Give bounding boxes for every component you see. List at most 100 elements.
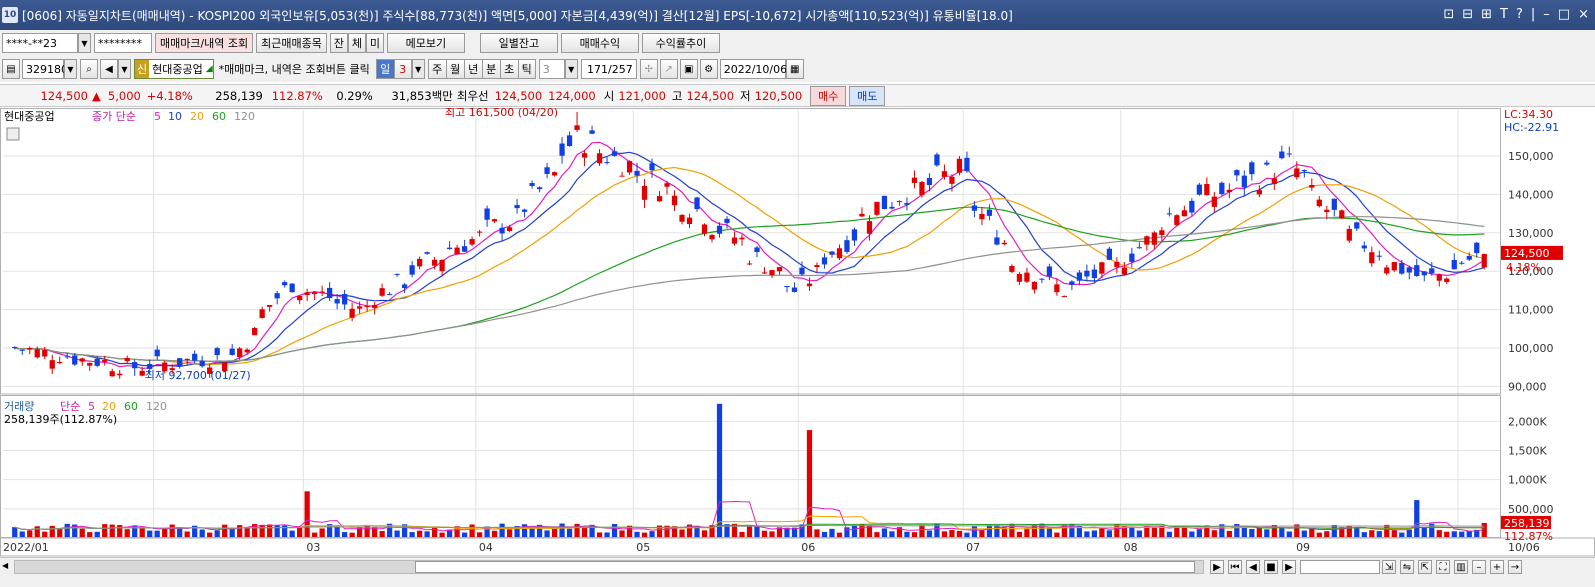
candle-body <box>199 360 205 367</box>
volume-bar <box>124 529 130 538</box>
buy-button[interactable]: 매수 <box>810 85 847 106</box>
candle-body <box>994 237 1000 245</box>
candle-body <box>1391 262 1397 271</box>
password-field[interactable]: ******** <box>94 33 152 53</box>
candle-body <box>1084 270 1090 277</box>
speaker-icon[interactable]: ◀ <box>100 59 118 79</box>
volume-tick-label: 1,000K <box>1508 474 1547 487</box>
recent-trades-button[interactable]: 최근매매종목 <box>256 33 327 53</box>
bar-count-field[interactable]: 171/257 <box>580 59 637 79</box>
link-icon[interactable]: ⊡ <box>1443 7 1455 22</box>
volume-bar <box>589 524 595 538</box>
candle-body <box>566 135 573 147</box>
crosshair-icon[interactable]: ✢ <box>639 59 658 79</box>
volume-bar <box>312 532 318 538</box>
period-year-button[interactable]: 년 <box>463 59 482 79</box>
period-month-button[interactable]: 월 <box>445 59 464 79</box>
candle-body <box>1301 170 1307 172</box>
period-minute-button[interactable]: 분 <box>481 59 500 79</box>
candle-body <box>919 181 925 196</box>
tab-balance[interactable]: 잔 <box>329 33 348 53</box>
tab-pending[interactable]: 미 <box>365 33 384 53</box>
calendar-icon[interactable]: ▦ <box>785 59 804 79</box>
layout-icon[interactable]: ⊞ <box>1481 7 1493 22</box>
chart-area[interactable]: 90,000 100,000 110,000 120,000 130,000 140,00… <box>0 106 1595 557</box>
period-second-button[interactable]: 초 <box>499 59 518 79</box>
trade-mark-query-button[interactable]: 매매마크/내역 조회 <box>155 33 254 53</box>
candle-body <box>1249 162 1255 175</box>
zoom-out-icon[interactable]: – <box>1472 560 1486 574</box>
stop-icon[interactable]: ■ <box>1264 560 1278 574</box>
date-field[interactable]: 2022/10/06 <box>719 59 787 79</box>
save-icon[interactable]: ▣ <box>679 59 698 79</box>
volume-bar <box>754 525 760 538</box>
volume-bar <box>259 524 265 538</box>
volume-bar <box>731 523 738 538</box>
stock-code-field[interactable]: 329180 <box>22 59 68 79</box>
forward-icon[interactable]: ▶ <box>1282 560 1296 574</box>
lc-label: LC:34.30 <box>1504 108 1553 121</box>
candle-body <box>304 292 310 296</box>
fullscreen-icon[interactable]: ⛶ <box>1436 560 1450 574</box>
period-tick-button[interactable]: 틱 <box>517 59 536 79</box>
chart-canvas[interactable]: 90,000 100,000 110,000 120,000 130,000 140,00… <box>0 106 1595 557</box>
fit-icon[interactable]: ⇋ <box>1400 560 1414 574</box>
period-day-button[interactable]: 일 <box>375 59 394 79</box>
code-dropdown-icon[interactable]: ▼ <box>64 59 77 79</box>
candle-body <box>1421 271 1427 276</box>
sound-dropdown-icon[interactable]: ▼ <box>118 59 131 79</box>
minimize-icon[interactable]: – <box>1543 7 1550 22</box>
rewind-icon[interactable]: ⏮ <box>1228 560 1242 574</box>
copy-icon[interactable]: ⊟ <box>1462 7 1474 22</box>
stock-name-box[interactable]: 신 현대중공업 ◢ <box>134 59 214 79</box>
account-field[interactable]: ****-**23 <box>2 33 78 53</box>
period-dropdown-icon[interactable]: ▼ <box>411 59 425 79</box>
candle-body <box>94 358 100 366</box>
volume-bar <box>484 526 490 538</box>
tick-dropdown-icon[interactable]: ▼ <box>564 59 578 79</box>
volume-bar <box>1436 530 1442 538</box>
expand-icon[interactable]: ⇱ <box>1418 560 1432 574</box>
period-week-button[interactable]: 주 <box>427 59 446 79</box>
bottom-scrollbar[interactable]: ◀ ▶ ⏮ ◀ ■ ▶ ⇲ ⇋ ⇱ ⛶ ▥ – + → <box>0 557 1595 587</box>
return-trend-button[interactable]: 수익률추이 <box>641 33 720 53</box>
close-icon[interactable]: × <box>1578 7 1589 22</box>
zoom-slider[interactable] <box>1300 560 1380 574</box>
chart-grid <box>3 110 1500 538</box>
candle-body <box>731 237 738 244</box>
volume-bar <box>536 524 543 538</box>
fill-icon[interactable]: ▥ <box>1454 560 1468 574</box>
search-icon[interactable]: ⌕ <box>80 59 98 79</box>
best-bid: 124,000 <box>548 88 596 103</box>
scroll-left-icon[interactable]: ◀ <box>2 561 9 570</box>
trend-icon[interactable]: ↗ <box>659 59 678 79</box>
memo-button[interactable]: 메모보기 <box>386 33 465 53</box>
stock-toolbar: ▤ 329180 ▼ ⌕ ◀ ▼ 신 현대중공업 ◢ *매매마크, 내역은 조회… <box>0 56 1595 82</box>
menu-icon[interactable]: ▤ <box>2 59 20 79</box>
gear-icon[interactable]: ⚙ <box>699 59 718 79</box>
candle-body <box>806 283 813 287</box>
shrink-icon[interactable]: ⇲ <box>1382 560 1396 574</box>
volume-bar <box>544 530 550 538</box>
text-icon[interactable]: T <box>1500 7 1508 22</box>
scroll-thumb[interactable] <box>415 561 1195 573</box>
help-icon[interactable]: ? <box>1516 7 1523 22</box>
tab-executed[interactable]: 체 <box>347 33 366 53</box>
prev-icon[interactable]: ▶ <box>1210 560 1224 574</box>
period-value[interactable]: 3 <box>393 59 412 79</box>
candle-body <box>784 286 790 288</box>
pan-right-icon[interactable]: → <box>1508 560 1522 574</box>
sell-button[interactable]: 매도 <box>849 85 886 106</box>
volume-bar <box>1211 530 1217 538</box>
tick-value-field[interactable]: 3 <box>538 59 565 79</box>
volume-bar <box>379 530 385 538</box>
scroll-track[interactable] <box>14 560 1204 574</box>
x-axis-frame <box>0 537 1595 557</box>
back-icon[interactable]: ◀ <box>1246 560 1260 574</box>
volume-bar <box>147 530 153 538</box>
trade-profit-button[interactable]: 매매수익 <box>560 33 639 53</box>
daily-balance-button[interactable]: 일별잔고 <box>479 33 558 53</box>
zoom-in-icon[interactable]: + <box>1490 560 1504 574</box>
maximize-icon[interactable]: □ <box>1557 7 1571 22</box>
account-dropdown-icon[interactable]: ▼ <box>78 33 91 53</box>
